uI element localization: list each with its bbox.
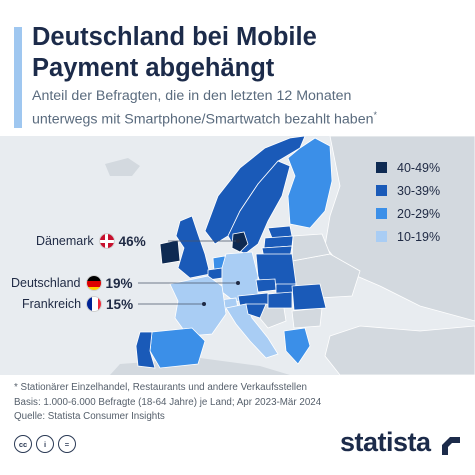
- europe-map: [0, 136, 475, 375]
- region-belarus: [291, 233, 331, 262]
- accent-bar: [14, 27, 22, 128]
- callout-name-france: Frankreich: [22, 297, 82, 311]
- callout-denmark: Dänemark 46%: [36, 231, 146, 251]
- subtitle-line-1: Anteil der Befragten, die in den letzten…: [32, 88, 352, 104]
- europe-map-svg: [105, 136, 475, 375]
- statista-logo-mark-icon: [442, 437, 460, 455]
- country-ireland: [159, 239, 181, 265]
- legend-item-30-39: 30-39%: [376, 179, 440, 202]
- title-line-1: Deutschland bei Mobile: [32, 23, 317, 51]
- region-north-africa: [110, 358, 290, 375]
- region-iceland: [105, 158, 140, 176]
- callout-value-germany: 19%: [105, 275, 133, 291]
- country-czechia: [255, 278, 277, 293]
- footnote-line-2: Basis: 1.000-6.000 Befragte (18-64 Jahre…: [14, 396, 322, 408]
- statista-logo[interactable]: statista: [340, 427, 431, 457]
- germany-flag-icon: [85, 275, 102, 291]
- country-uk: [175, 215, 211, 279]
- country-finland: [287, 137, 333, 229]
- country-croatia: [245, 303, 267, 319]
- legend: 40-49% 30-39% 20-29% 10-19%: [376, 156, 440, 248]
- france-flag-icon: [86, 296, 103, 312]
- subtitle: Anteil der Befragten, die in den letzten…: [32, 87, 472, 130]
- region-russia: [324, 136, 475, 322]
- country-greece: [283, 327, 311, 365]
- subtitle-line-2-text: unterwegs mit Smartphone/Smartwatch beza…: [32, 111, 374, 128]
- footnote-source: Quelle: Statista Consumer Insights: [14, 411, 165, 422]
- denmark-flag-icon: [98, 233, 115, 249]
- country-france: [169, 275, 227, 337]
- nd-icon[interactable]: =: [58, 435, 76, 453]
- legend-label-30-39: 30-39%: [397, 183, 441, 198]
- legend-swatch-20-29: [376, 208, 387, 219]
- country-hungary: [267, 291, 293, 309]
- country-denmark: [231, 231, 249, 253]
- legend-swatch-30-39: [376, 185, 387, 196]
- callout-name-denmark: Dänemark: [36, 234, 94, 248]
- by-icon[interactable]: i: [36, 435, 54, 453]
- legend-label-20-29: 20-29%: [397, 206, 441, 221]
- footnote-line-1: * Stationärer Einzelhandel, Restaurants …: [14, 382, 308, 393]
- country-sweden: [227, 160, 291, 255]
- legend-item-20-29: 20-29%: [376, 202, 440, 225]
- title-line-2: Payment abgehängt: [32, 54, 275, 82]
- page-title: Deutschland bei Mobile Payment abgehängt: [32, 22, 462, 84]
- leader-dot-germany: [236, 281, 240, 285]
- region-turkey: [324, 325, 475, 375]
- leader-dot-denmark: [236, 239, 240, 243]
- bottom-bar: cc i = statista: [0, 425, 475, 475]
- callout-value-france: 15%: [106, 296, 134, 312]
- subtitle-line-2: unterwegs mit Smartphone/Smartwatch beza…: [32, 106, 472, 130]
- legend-label-40-49: 40-49%: [397, 160, 441, 175]
- legend-swatch-40-49: [376, 162, 387, 173]
- country-romania: [291, 283, 327, 311]
- license-icons: cc i =: [14, 435, 80, 453]
- legend-swatch-10-19: [376, 231, 387, 242]
- cc-icon[interactable]: cc: [14, 435, 32, 453]
- country-spain: [149, 327, 206, 369]
- footnote: * Stationärer Einzelhandel, Restaurants …: [14, 381, 321, 425]
- callout-germany: Deutschland 19%: [11, 273, 133, 293]
- legend-item-40-49: 40-49%: [376, 156, 440, 179]
- callout-france: Frankreich 15%: [22, 294, 133, 314]
- region-bulgaria: [291, 307, 323, 329]
- legend-label-10-19: 10-19%: [397, 229, 441, 244]
- callout-name-germany: Deutschland: [11, 276, 81, 290]
- subtitle-footnote-mark: *: [373, 110, 377, 120]
- country-portugal: [135, 331, 156, 369]
- callout-value-denmark: 46%: [118, 233, 146, 249]
- legend-item-10-19: 10-19%: [376, 225, 440, 248]
- leader-dot-france: [202, 302, 206, 306]
